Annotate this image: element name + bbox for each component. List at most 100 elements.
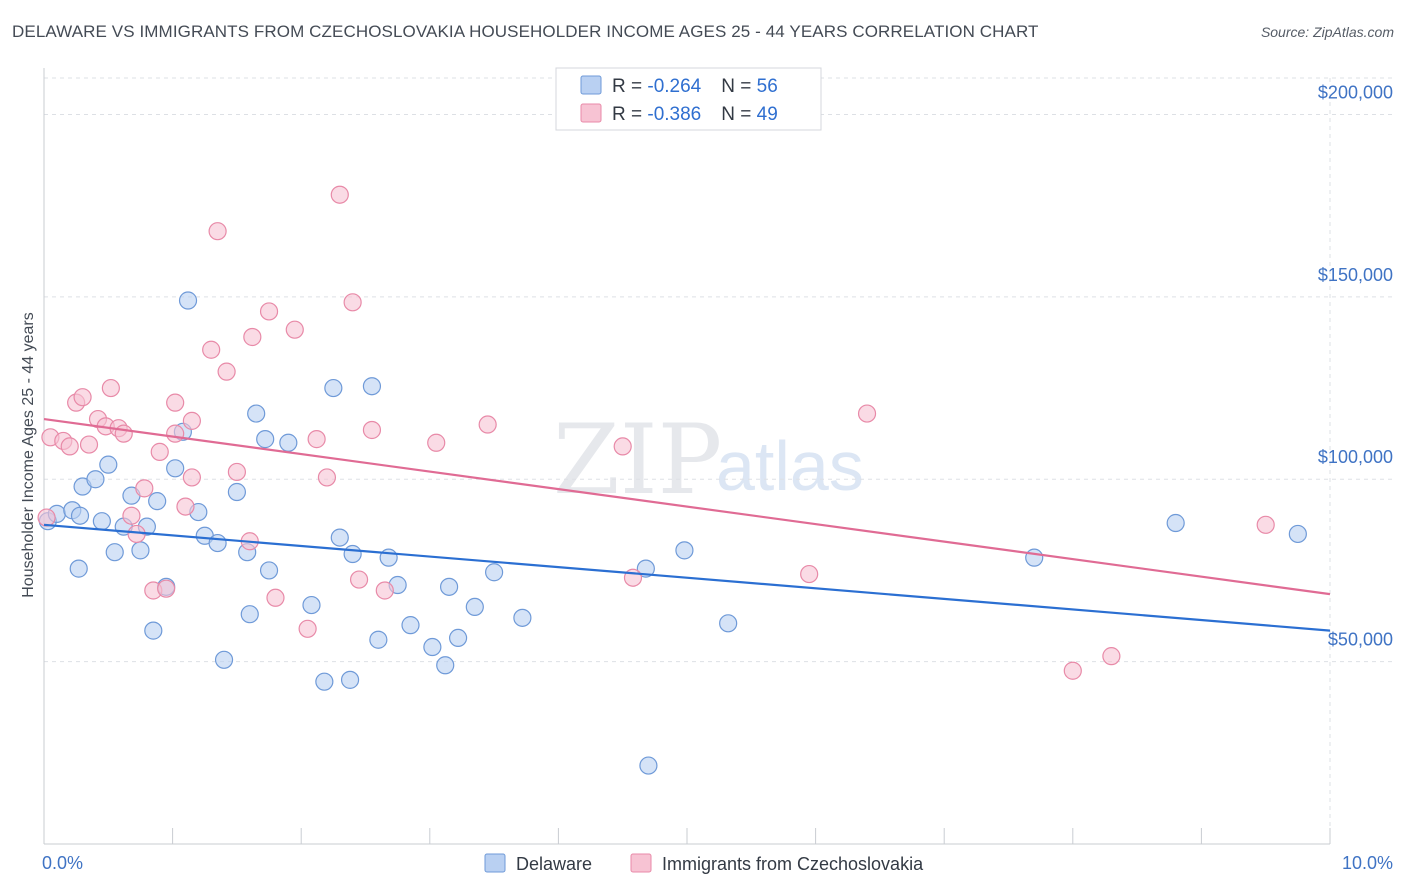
- legend-row-2: R = -0.386 N = 49: [612, 104, 778, 125]
- data-point: [465, 597, 484, 617]
- trend-line-delaware: [43, 523, 1331, 632]
- data-point: [343, 293, 362, 312]
- data-point: [157, 579, 176, 598]
- data-point: [182, 468, 201, 487]
- data-point: [105, 543, 124, 562]
- data-point: [166, 424, 185, 443]
- data-point: [1166, 513, 1185, 533]
- legend-n-label-2: N =: [721, 104, 756, 125]
- data-point: [202, 340, 221, 359]
- series-legend-czechoslovakia: Immigrants from Czechoslovakia: [662, 854, 924, 874]
- series-legend: Delaware Immigrants from Czechoslovakia: [484, 853, 924, 874]
- watermark-atlas: atlas: [716, 427, 864, 505]
- data-point: [349, 570, 369, 589]
- data-point: [800, 564, 819, 584]
- data-point: [92, 512, 111, 531]
- data-point: [513, 608, 532, 627]
- data-point: [478, 415, 497, 434]
- data-point: [227, 462, 246, 482]
- data-point: [343, 544, 362, 564]
- data-point: [1025, 548, 1044, 567]
- data-point: [99, 455, 118, 474]
- data-point: [37, 508, 56, 527]
- data-point: [613, 437, 632, 456]
- data-point: [69, 559, 88, 578]
- x-tick-label: 10.0%: [1342, 853, 1393, 873]
- data-point: [485, 563, 504, 582]
- data-point: [330, 528, 349, 547]
- data-point: [122, 506, 141, 525]
- y-tick-label: $100,000: [1318, 447, 1393, 467]
- data-point: [101, 378, 120, 398]
- trend-lines: [43, 417, 1331, 632]
- axes: [43, 68, 1331, 845]
- x-tick-label: 0.0%: [42, 853, 83, 873]
- data-point: [247, 404, 266, 423]
- data-point: [1102, 647, 1121, 666]
- data-point: [307, 430, 326, 449]
- watermark: ZIP atlas: [553, 404, 864, 516]
- data-point: [150, 442, 169, 461]
- watermark-zip: ZIP: [553, 404, 722, 516]
- data-point: [176, 497, 195, 516]
- legend-n-value-2: 49: [757, 104, 778, 125]
- x-tick-labels: 0.0% 10.0%: [42, 853, 1393, 873]
- data-point: [330, 185, 349, 204]
- legend-swatch-czechoslovakia: [580, 103, 602, 123]
- data-point: [135, 479, 154, 498]
- data-point: [427, 433, 446, 452]
- series-legend-delaware: Delaware: [516, 854, 592, 874]
- series-legend-swatch-czechoslovakia: [630, 853, 652, 873]
- data-point: [857, 404, 877, 423]
- trend-line-czechoslovakia: [43, 417, 1331, 596]
- y-tick-labels: $50,000 $100,000 $150,000 $200,000: [1318, 82, 1393, 649]
- data-point: [243, 327, 262, 347]
- chart-title: DELAWARE VS IMMIGRANTS FROM CZECHOSLOVAK…: [12, 22, 1039, 41]
- data-point: [279, 433, 298, 452]
- data-point: [73, 388, 92, 407]
- data-point: [298, 619, 317, 638]
- data-point: [256, 430, 275, 449]
- y-tick-label: $50,000: [1328, 630, 1393, 650]
- data-point: [448, 628, 468, 648]
- data-point: [131, 541, 150, 560]
- data-point: [266, 588, 285, 607]
- y-axis-label: Householder Income Ages 25 - 44 years: [20, 312, 37, 598]
- data-point: [166, 459, 185, 478]
- data-point: [166, 393, 185, 412]
- data-point: [217, 362, 236, 381]
- legend-r-value-1: -0.264: [647, 76, 701, 97]
- data-point: [340, 670, 360, 689]
- data-point: [227, 482, 246, 502]
- data-point: [259, 561, 279, 580]
- data-point: [1288, 524, 1307, 544]
- data-point: [86, 470, 105, 489]
- legend-r-label-1: R =: [612, 76, 647, 97]
- legend-n-label-1: N =: [721, 76, 756, 97]
- source-credit: Source: ZipAtlas.com: [1260, 24, 1394, 40]
- data-point: [148, 492, 167, 511]
- data-point: [285, 320, 304, 339]
- correlation-legend: R = -0.264 N = 56 R = -0.386 N = 49: [555, 67, 822, 131]
- data-point: [60, 437, 79, 456]
- data-point: [375, 581, 394, 600]
- data-point: [436, 656, 455, 675]
- data-point: [1063, 661, 1082, 680]
- data-point: [114, 424, 133, 443]
- data-point: [208, 533, 227, 553]
- data-point: [70, 506, 90, 525]
- data-point: [362, 377, 382, 396]
- data-point: [324, 378, 343, 398]
- y-tick-label: $150,000: [1318, 265, 1393, 285]
- data-point: [208, 222, 227, 241]
- data-point: [675, 541, 694, 560]
- data-point: [401, 616, 420, 635]
- y-tick-label: $200,000: [1318, 82, 1393, 102]
- data-point: [636, 559, 655, 578]
- data-point: [240, 605, 259, 624]
- legend-swatch-delaware: [580, 75, 602, 95]
- legend-row-1: R = -0.264 N = 56: [612, 76, 778, 97]
- legend-r-label-2: R =: [612, 104, 647, 125]
- data-point: [317, 468, 337, 487]
- data-point: [144, 621, 163, 640]
